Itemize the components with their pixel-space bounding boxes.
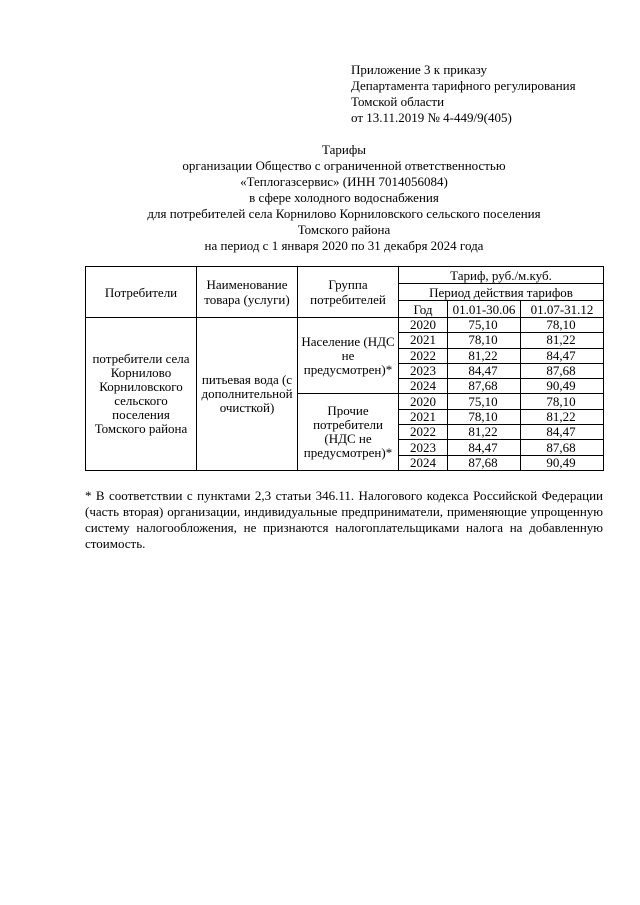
header-year: Год bbox=[398, 300, 448, 318]
table-row: 2022 81,22 84,47 bbox=[86, 347, 605, 364]
header-tariff: Тариф, руб./м.куб. bbox=[397, 266, 605, 284]
tariff-h1-cell: 75,10 bbox=[447, 316, 521, 334]
title-line: Тарифы bbox=[321, 142, 366, 157]
title-line: в сфере холодного водоснабжения bbox=[249, 190, 439, 205]
tariff-h1-cell: 87,68 bbox=[447, 454, 521, 471]
table-row: 2024 87,68 90,49 bbox=[86, 378, 605, 395]
year-cell: 2021 bbox=[398, 332, 448, 349]
tariff-h2-cell: 81,22 bbox=[519, 408, 605, 426]
title-line: организации Общество с ограниченной отве… bbox=[182, 158, 506, 173]
tariff-h2-cell: 78,10 bbox=[519, 316, 605, 334]
product-cell: питьевая вода (с дополнительной очисткой… bbox=[196, 317, 298, 471]
year-cell: 2023 bbox=[398, 362, 448, 380]
tariff-h2-cell: 87,68 bbox=[519, 362, 605, 380]
group-cell: Прочие потребители (НДС не предусмотрен)… bbox=[297, 393, 399, 471]
year-cell: 2024 bbox=[398, 378, 448, 395]
tariff-h2-cell: 90,49 bbox=[519, 378, 605, 395]
appendix-line: Департамента тарифного регулирования bbox=[351, 78, 576, 93]
tariff-h2-cell: 81,22 bbox=[519, 332, 605, 349]
tariff-h1-cell: 78,10 bbox=[447, 332, 521, 349]
table-row: 2021 78,10 81,22 bbox=[86, 408, 605, 426]
title-line: для потребителей села Корнилово Корнилов… bbox=[147, 206, 541, 221]
year-cell: 2023 bbox=[398, 439, 448, 456]
group-cell: Население (НДС не предусмотрен)* bbox=[297, 316, 399, 395]
table-row: Прочие потребители (НДС не предусмотрен)… bbox=[86, 393, 605, 471]
header-h1: 01.01-30.06 bbox=[447, 300, 521, 318]
appendix-line: Томской области bbox=[351, 94, 445, 109]
tariff-h1-cell: 84,47 bbox=[447, 439, 521, 456]
header-product: Наименование товара (услуги) bbox=[196, 266, 298, 318]
year-cell: 2022 bbox=[398, 424, 448, 441]
appendix-line: от 13.11.2019 № 4-449/9(405) bbox=[351, 110, 512, 125]
year-cell: 2022 bbox=[398, 347, 448, 364]
tariff-h2-cell: 84,47 bbox=[519, 347, 605, 364]
header-group: Группа потребителей bbox=[297, 266, 399, 318]
tariff-h2-cell: 78,10 bbox=[519, 393, 605, 410]
document-title: Тарифы организации Общество с ограниченн… bbox=[85, 142, 603, 254]
year-cell: 2024 bbox=[398, 454, 448, 471]
tariff-h1-cell: 87,68 bbox=[447, 378, 521, 395]
header-consumers: Потребители bbox=[85, 266, 197, 318]
table-row: потребители села Корнилово Корниловского… bbox=[85, 316, 605, 471]
year-cell: 2020 bbox=[398, 393, 448, 410]
tariff-h2-cell: 87,68 bbox=[519, 439, 605, 456]
appendix-line: Приложение 3 к приказу bbox=[351, 62, 488, 77]
year-cell: 2021 bbox=[398, 408, 448, 426]
year-cell: 2020 bbox=[398, 316, 448, 334]
consumers-cell: потребители села Корнилово Корниловского… bbox=[85, 317, 197, 471]
tariff-h1-cell: 81,22 bbox=[447, 347, 521, 364]
header-period: Период действия тарифов bbox=[397, 283, 605, 301]
tariff-h2-cell: 90,49 bbox=[519, 454, 605, 471]
title-line: «Теплогазсервис» (ИНН 7014056084) bbox=[240, 174, 448, 189]
header-h2: 01.07-31.12 bbox=[519, 300, 605, 318]
tariff-table: Потребители Наименование товара (услуги)… bbox=[85, 266, 605, 471]
title-line: на период с 1 января 2020 по 31 декабря … bbox=[204, 238, 484, 253]
footnote: * В соответствии с пунктами 2,3 статьи 3… bbox=[85, 488, 603, 551]
title-line: Томского района bbox=[297, 222, 391, 237]
appendix-header: Приложение 3 к приказу Департамента тари… bbox=[351, 62, 576, 126]
tariff-h1-cell: 84,47 bbox=[447, 362, 521, 380]
tariff-h1-cell: 78,10 bbox=[447, 408, 521, 426]
table-row: 2024 87,68 90,49 bbox=[86, 454, 605, 471]
tariff-h1-cell: 81,22 bbox=[447, 424, 521, 441]
tariff-h1-cell: 75,10 bbox=[447, 393, 521, 410]
tariff-h2-cell: 84,47 bbox=[519, 424, 605, 441]
